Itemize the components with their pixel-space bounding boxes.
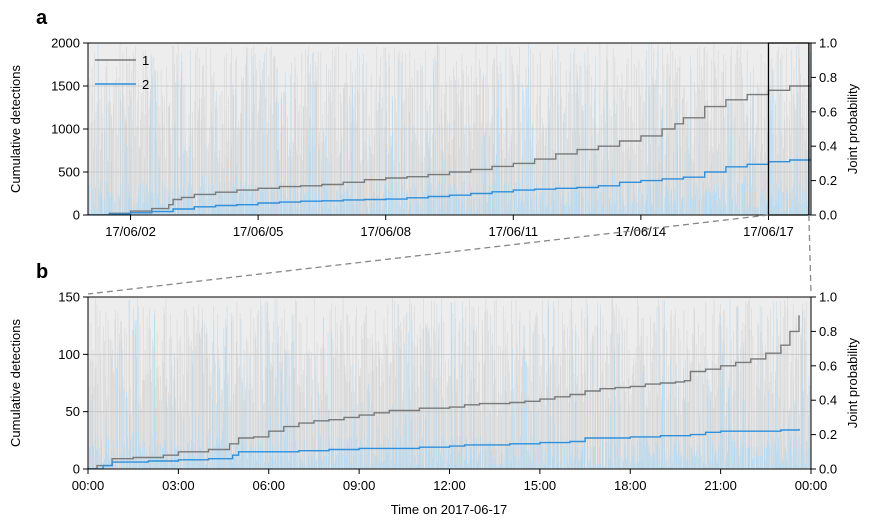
legend-label-series-1: 1 <box>142 53 149 68</box>
panel-a-y-axis-label: Cumulative detections <box>8 65 23 193</box>
x-tick-label: 17/06/17 <box>743 224 794 239</box>
panel-a: a 0 500 1000 1500 2000 0.0 0.2 0.4 0.6 0.8 1.0 17/0… <box>8 7 860 239</box>
panel-b-x-axis-label: Time on 2017-06-17 <box>391 502 508 517</box>
x-tick-label: 17/06/05 <box>233 224 284 239</box>
y2-tick-label: 0.0 <box>819 462 837 477</box>
y2-tick-label: 0.6 <box>819 104 837 119</box>
panel-b-gridlines <box>88 353 811 413</box>
panel-b-series <box>88 315 800 469</box>
series-line-1 <box>88 315 800 469</box>
zoom-connector-left <box>87 214 769 295</box>
x-tick-label: 03:00 <box>162 478 195 493</box>
panel-a-label: a <box>36 7 48 29</box>
y2-tick-label: 0.4 <box>819 139 837 154</box>
y-tick-label: 2000 <box>51 36 80 51</box>
y2-tick-label: 1.0 <box>819 290 837 305</box>
x-tick-label: 17/06/08 <box>360 224 411 239</box>
series-line-1 <box>88 81 811 215</box>
x-tick-label: 00:00 <box>72 478 105 493</box>
y-tick-label: 0 <box>73 462 80 477</box>
series-line-2 <box>88 428 800 469</box>
x-tick-label: 17/06/14 <box>616 224 667 239</box>
y2-tick-label: 0.2 <box>819 173 837 188</box>
x-tick-label: 17/06/11 <box>488 224 538 239</box>
zoom-connector-right <box>808 214 812 295</box>
panel-b-label: b <box>36 261 48 283</box>
y-tick-label: 150 <box>58 290 80 305</box>
y2-tick-label: 0.4 <box>819 393 837 408</box>
panel-a-y2-axis-label: Joint probability <box>845 83 860 174</box>
y-tick-label: 500 <box>58 165 80 180</box>
panel-a-series <box>88 81 811 215</box>
y-tick-label: 50 <box>66 404 80 419</box>
panel-b-y2-axis-label: Joint probability <box>845 337 860 428</box>
x-tick-label: 17/06/02 <box>105 224 156 239</box>
legend: 1 2 <box>95 53 149 92</box>
x-tick-label: 00:00 <box>795 478 828 493</box>
x-tick-label: 18:00 <box>614 478 647 493</box>
y2-tick-label: 0.8 <box>819 324 837 339</box>
x-tick-label: 06:00 <box>252 478 285 493</box>
x-tick-label: 12:00 <box>433 478 466 493</box>
y2-tick-label: 0.0 <box>819 208 837 223</box>
y2-tick-label: 0.2 <box>819 427 837 442</box>
y-tick-label: 1000 <box>51 122 80 137</box>
x-tick-label: 09:00 <box>343 478 376 493</box>
y2-tick-label: 0.8 <box>819 70 837 85</box>
y2-tick-label: 1.0 <box>819 36 837 51</box>
panel-b-ticks: 0 50 100 150 0.0 0.2 0.4 0.6 0.8 1.0 00:00 03:00 06:… <box>58 290 837 494</box>
y-tick-label: 100 <box>58 347 80 362</box>
y-tick-label: 0 <box>73 208 80 223</box>
panel-b-y-axis-label: Cumulative detections <box>8 319 23 447</box>
series-line-2 <box>88 158 811 215</box>
x-tick-label: 15:00 <box>524 478 557 493</box>
y2-tick-label: 0.6 <box>819 358 837 373</box>
panel-a-ticks: 0 500 1000 1500 2000 0.0 0.2 0.4 0.6 0.8 1.0 17/06/… <box>51 36 837 240</box>
x-tick-label: 21:00 <box>704 478 737 493</box>
legend-label-series-2: 2 <box>142 77 149 92</box>
y-tick-label: 1500 <box>51 79 80 94</box>
